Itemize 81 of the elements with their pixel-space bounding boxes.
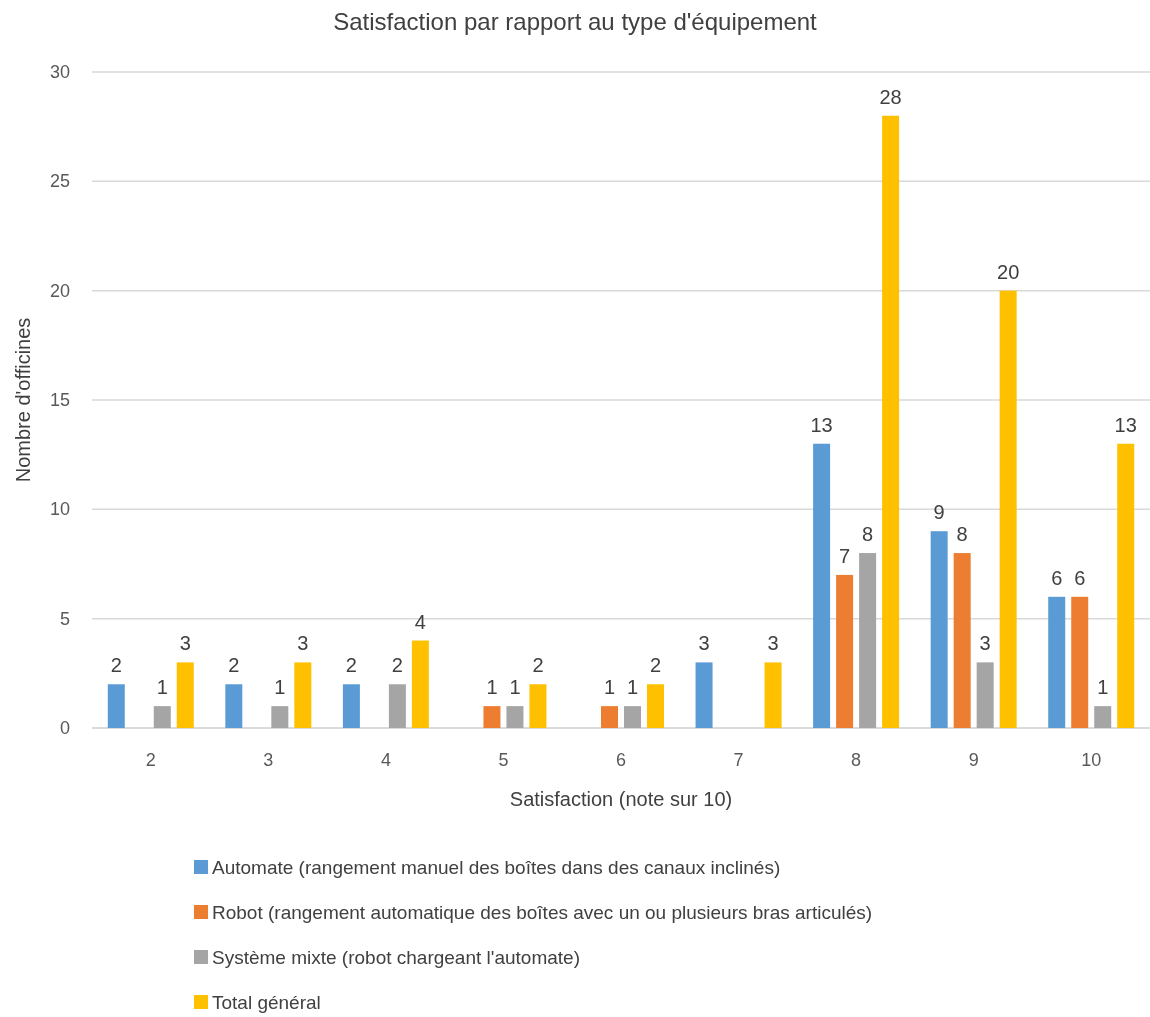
y-tick-label: 15 bbox=[49, 390, 70, 410]
x-tick-label: 3 bbox=[263, 750, 274, 770]
data-label: 3 bbox=[179, 632, 191, 655]
data-label: 1 bbox=[626, 676, 639, 699]
data-label: 20 bbox=[997, 260, 1020, 283]
data-label: 2 bbox=[345, 654, 357, 677]
bar bbox=[388, 684, 406, 728]
bar bbox=[294, 662, 312, 728]
x-tick-label: 5 bbox=[498, 750, 509, 770]
y-tick-label: 30 bbox=[49, 62, 70, 82]
x-tick-label: 8 bbox=[851, 750, 862, 770]
x-tick-label: 6 bbox=[615, 750, 627, 770]
chart-title: Satisfaction par rapport au type d'équipement bbox=[333, 8, 818, 35]
data-label: 8 bbox=[956, 523, 968, 546]
bar bbox=[411, 640, 429, 728]
bar bbox=[813, 443, 831, 728]
data-label: 9 bbox=[933, 501, 945, 524]
bar bbox=[1071, 596, 1089, 728]
data-label: 2 bbox=[228, 654, 240, 677]
data-label: 3 bbox=[297, 632, 309, 655]
bar bbox=[764, 662, 782, 728]
bar bbox=[529, 684, 547, 728]
data-label: 6 bbox=[1074, 566, 1086, 589]
y-tick-label: 25 bbox=[49, 171, 70, 192]
legend-label: Automate (rangement manuel des boîtes dans des canaux inclinés) bbox=[212, 857, 781, 878]
bar bbox=[1094, 706, 1112, 728]
y-tick-label: 5 bbox=[59, 608, 70, 629]
data-label: 1 bbox=[274, 676, 286, 699]
bar bbox=[624, 706, 641, 728]
bar bbox=[930, 531, 948, 728]
legend-label: Total général bbox=[212, 992, 321, 1013]
bar bbox=[836, 574, 854, 728]
data-label: 28 bbox=[879, 85, 902, 108]
y-axis-title: Nombre d'officines bbox=[12, 317, 34, 483]
data-label: 3 bbox=[979, 632, 991, 655]
x-tick-label: 4 bbox=[380, 750, 391, 770]
bar bbox=[271, 706, 289, 728]
data-label: 8 bbox=[862, 523, 874, 546]
legend-label: Robot (rangement automatique des boîtes avec un ou plusieurs bras articulés) bbox=[212, 902, 873, 923]
data-label: 1 bbox=[509, 676, 521, 699]
bar bbox=[342, 684, 360, 728]
data-label: 13 bbox=[810, 413, 833, 436]
y-tick-label: 0 bbox=[59, 718, 70, 738]
legend-label: Système mixte (robot chargeant l'automate) bbox=[212, 947, 580, 968]
data-label: 2 bbox=[649, 654, 662, 677]
bar bbox=[176, 662, 194, 728]
bar bbox=[1117, 443, 1135, 728]
data-label: 1 bbox=[156, 676, 168, 699]
x-axis-title: Satisfaction (note sur 10) bbox=[509, 788, 733, 810]
bar bbox=[107, 684, 125, 728]
bar bbox=[1048, 596, 1066, 728]
bar bbox=[153, 706, 171, 728]
bar bbox=[225, 684, 243, 728]
bar bbox=[859, 553, 877, 728]
x-tick-label: 9 bbox=[968, 750, 979, 770]
bar bbox=[953, 553, 971, 728]
data-label: 4 bbox=[414, 610, 426, 633]
y-tick-label: 10 bbox=[49, 499, 70, 520]
data-label: 1 bbox=[603, 676, 616, 699]
data-label: 2 bbox=[532, 654, 544, 677]
x-tick-label: 7 bbox=[733, 750, 744, 770]
data-label: 2 bbox=[110, 654, 122, 677]
bar bbox=[647, 684, 664, 728]
bar bbox=[882, 115, 900, 728]
x-tick-label: 2 bbox=[145, 750, 156, 770]
data-label: 3 bbox=[767, 632, 779, 655]
data-label: 1 bbox=[1097, 676, 1109, 699]
data-label: 7 bbox=[839, 544, 851, 567]
data-label: 2 bbox=[391, 654, 403, 677]
bar bbox=[506, 706, 524, 728]
data-label: 13 bbox=[1114, 413, 1137, 436]
data-label: 3 bbox=[698, 632, 710, 655]
data-label: 1 bbox=[486, 676, 498, 699]
bar bbox=[601, 706, 618, 728]
x-tick-label: 10 bbox=[1081, 750, 1102, 770]
bar bbox=[695, 662, 713, 728]
data-label: 6 bbox=[1051, 566, 1063, 589]
y-tick-label: 20 bbox=[49, 280, 70, 301]
bar bbox=[483, 706, 501, 728]
bar bbox=[999, 290, 1017, 728]
bar bbox=[976, 662, 994, 728]
